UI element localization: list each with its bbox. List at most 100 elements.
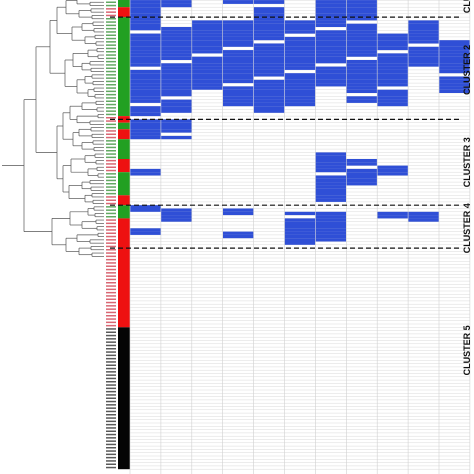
heatmap-filled-cell [315, 152, 346, 156]
row-label-mark [106, 37, 116, 40]
row-label-mark [106, 47, 116, 50]
row-label-mark [106, 305, 116, 307]
heatmap-filled-cell [223, 76, 254, 80]
row-label-mark [106, 176, 116, 178]
heatmap-filled-cell [439, 50, 470, 54]
heatmap-filled-cell [439, 56, 470, 60]
heatmap-filled-cell [346, 159, 377, 163]
row-label-mark [106, 252, 116, 254]
heatmap-filled-cell [253, 83, 285, 87]
heatmap-filled-cell [192, 66, 223, 70]
heatmap-filled-cell [192, 56, 223, 60]
heatmap-filled-cell [284, 234, 316, 239]
row-label-mark [106, 249, 116, 251]
heatmap-filled-cell [161, 66, 192, 70]
heatmap-filled-cell [346, 46, 377, 51]
heatmap-filled-cell [315, 221, 346, 225]
row-label-mark [106, 100, 116, 102]
heatmap-filled-cell [315, 188, 346, 192]
row-label-mark [106, 272, 116, 274]
heatmap-filled-cell [408, 40, 439, 44]
heatmap-filled-cell [130, 73, 161, 77]
row-label-mark [106, 245, 116, 248]
heatmap-filled-cell [408, 46, 439, 51]
heatmap-filled-cell [130, 10, 161, 14]
heatmap-filled-cell [192, 43, 223, 47]
heatmap-filled-cell [408, 30, 439, 34]
row-label-mark [106, 113, 116, 116]
heatmap-filled-cell [377, 168, 408, 173]
heatmap-filled-cell [346, 33, 377, 37]
group-strip-segment-green [118, 172, 130, 196]
row-label-mark [106, 295, 116, 297]
row-label-mark [106, 51, 116, 53]
heatmap-filled-cell [130, 36, 161, 41]
heatmap-filled-cell [284, 66, 316, 70]
heatmap-filled-cell [192, 50, 223, 54]
heatmap-filled-cell [130, 46, 161, 51]
heatmap-filled-cell [315, 76, 346, 80]
heatmap-filled-cell [253, 73, 285, 77]
row-label-mark [106, 123, 116, 126]
heatmap-filled-cell [253, 63, 285, 67]
heatmap-filled-cell [377, 63, 408, 67]
heatmap-filled-cell [161, 50, 192, 54]
row-label-mark [106, 262, 116, 264]
heatmap-filled-cell [161, 0, 192, 4]
heatmap-filled-cell [377, 93, 408, 97]
row-label-mark [106, 404, 116, 406]
heatmap-filled-cell [192, 73, 223, 77]
heatmap-filled-cell [130, 126, 161, 130]
row-label-mark [106, 97, 116, 99]
cluster-labels: CLU CLUSTER 2 CLUSTER 3 CLUSTER 4 CLUSTER 5 [462, 0, 472, 375]
group-strip-segment-green [118, 205, 130, 219]
heatmap-filled-cell [284, 211, 316, 216]
heatmap-filled-cell [346, 96, 377, 100]
cluster-label: CLUSTER 5 [462, 325, 472, 375]
heatmap-filled-cell [130, 63, 161, 67]
heatmap-filled-cell [315, 17, 346, 21]
heatmap-filled-cell [223, 86, 254, 90]
heatmap-filled-cell [315, 23, 346, 27]
heatmap-filled-cell [284, 102, 316, 107]
row-label-mark [106, 70, 116, 73]
heatmap-filled-cell [161, 79, 192, 84]
heatmap-filled-cell [284, 231, 316, 235]
heatmap-filled-cell [253, 102, 285, 107]
heatmap-filled-cell [223, 99, 254, 103]
heatmap-filled-cell [315, 83, 346, 87]
heatmap-filled-cell [408, 27, 439, 31]
heatmap-filled-cell [223, 69, 254, 74]
heatmap-filled-cell [315, 53, 346, 57]
heatmap-filled-cell [408, 23, 439, 27]
row-label-mark [106, 163, 116, 165]
heatmap-filled-cell [377, 66, 408, 70]
row-label-mark [106, 357, 116, 360]
heatmap-filled-cell [161, 215, 192, 219]
cluster-label: CLUSTER 3 [462, 137, 472, 187]
group-strip-segment-black [118, 327, 130, 470]
row-label-mark [106, 456, 116, 459]
row-label-mark [106, 348, 116, 350]
heatmap-filled-cell [223, 63, 254, 67]
row-label-mark [106, 282, 116, 284]
heatmap-filled-cell [253, 89, 285, 93]
row-label-mark [106, 338, 116, 340]
row-label-mark [106, 41, 116, 43]
row-label-mark [106, 255, 116, 258]
heatmap-filled-cell [253, 79, 285, 84]
heatmap-filled-cell [346, 27, 377, 31]
heatmap-filled-cell [284, 79, 316, 84]
heatmap-filled-cell [253, 36, 285, 41]
row-label-mark [106, 80, 116, 83]
heatmap-filled-cell [130, 76, 161, 80]
row-label-mark [106, 242, 116, 244]
heatmap-filled-cell [130, 86, 161, 90]
row-label-mark [106, 186, 116, 188]
heatmap-filled-cell [439, 60, 470, 64]
row-label-mark [106, 64, 116, 66]
heatmap-filled-cell [192, 86, 223, 90]
heatmap-filled-cell [130, 109, 161, 113]
row-label-mark [106, 328, 116, 330]
group-strip-segment-red [118, 195, 130, 206]
